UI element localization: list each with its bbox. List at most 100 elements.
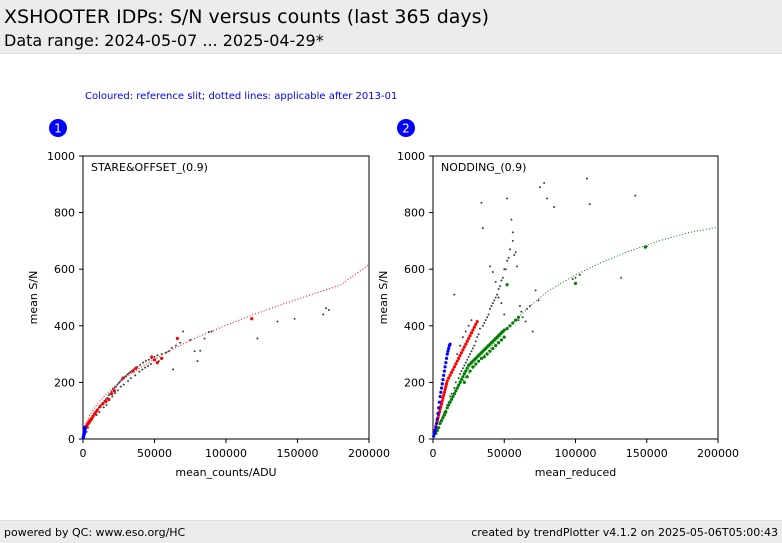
data-point-red bbox=[471, 328, 475, 332]
data-point-red bbox=[107, 397, 111, 401]
data-point-gray bbox=[585, 177, 588, 180]
data-point-gray bbox=[497, 288, 500, 291]
y-tick-label: 0 bbox=[418, 433, 425, 446]
data-point-gray bbox=[491, 302, 494, 305]
data-point-gray bbox=[500, 302, 503, 305]
data-point-gray bbox=[122, 383, 125, 386]
data-point-gray bbox=[494, 280, 497, 283]
data-point-gray bbox=[144, 359, 147, 362]
data-point-green bbox=[455, 386, 459, 390]
data-point-green bbox=[508, 324, 512, 328]
data-point-gray bbox=[453, 293, 456, 296]
data-point-green bbox=[494, 344, 498, 348]
data-point-green bbox=[452, 392, 456, 396]
data-point-green bbox=[485, 352, 489, 356]
data-point-gray bbox=[210, 330, 213, 333]
data-point-gray bbox=[471, 347, 474, 350]
chart-panel-1: 1 0 50000 100000 150000 200000 0 200 400 600 800 10… bbox=[27, 119, 390, 479]
data-point-blue bbox=[445, 352, 449, 356]
data-point-gray bbox=[498, 285, 501, 288]
data-point-gray bbox=[147, 358, 150, 361]
data-point-gray bbox=[467, 355, 470, 358]
data-point-red bbox=[459, 351, 464, 355]
data-point-green bbox=[491, 346, 495, 351]
data-point-gray bbox=[111, 395, 114, 398]
data-point-red bbox=[98, 404, 102, 409]
data-point-blue bbox=[438, 394, 442, 399]
data-point-blue bbox=[432, 431, 437, 435]
data-point-gray bbox=[459, 372, 462, 375]
data-point-gray bbox=[98, 411, 101, 414]
data-point-green bbox=[474, 362, 478, 366]
data-point-green bbox=[479, 356, 484, 360]
y-tick-label: 1000 bbox=[397, 150, 425, 163]
data-point-blue bbox=[437, 400, 442, 404]
data-point-blue bbox=[443, 365, 447, 369]
data-point-gray bbox=[500, 279, 503, 282]
data-point-gray bbox=[454, 381, 457, 384]
data-point-green bbox=[444, 410, 448, 414]
data-point-gray bbox=[464, 330, 467, 333]
fit-curve bbox=[82, 264, 370, 440]
data-point-red bbox=[448, 373, 452, 377]
data-point-red bbox=[452, 365, 456, 369]
data-point-red bbox=[449, 370, 454, 375]
x-tick-label: 100000 bbox=[205, 447, 247, 460]
data-point-gray bbox=[526, 307, 529, 310]
data-point-gray bbox=[172, 368, 175, 371]
data-point-red bbox=[443, 387, 447, 392]
data-point-gray bbox=[293, 317, 296, 320]
data-point-gray bbox=[461, 367, 464, 370]
data-point-gray bbox=[129, 371, 132, 374]
data-point-green bbox=[482, 355, 486, 359]
data-point-blue bbox=[432, 434, 436, 438]
data-point-green bbox=[445, 406, 449, 410]
data-point-green bbox=[458, 380, 462, 384]
data-point-red bbox=[131, 369, 135, 373]
y-tick-label: 200 bbox=[54, 376, 75, 389]
x-tick-label: 50000 bbox=[137, 447, 172, 460]
data-point-gray bbox=[134, 374, 137, 377]
data-point-gray bbox=[496, 293, 499, 296]
y-tick-label: 800 bbox=[404, 207, 425, 220]
y-tick-label: 400 bbox=[54, 320, 75, 333]
data-point-green bbox=[457, 383, 461, 387]
data-point-green bbox=[447, 403, 451, 407]
data-point-gray bbox=[127, 372, 130, 375]
data-point-green bbox=[448, 400, 452, 404]
data-point-gray bbox=[114, 392, 117, 395]
y-tick-label: 600 bbox=[54, 263, 75, 276]
y-axis-label: mean S/N bbox=[377, 271, 390, 325]
data-point-gray bbox=[476, 336, 479, 339]
data-point-gray bbox=[276, 320, 279, 323]
data-point-gray bbox=[119, 380, 122, 383]
data-point-blue bbox=[437, 406, 441, 410]
data-point-gray bbox=[466, 358, 469, 361]
data-point-gray bbox=[469, 353, 472, 356]
data-point-gray bbox=[546, 197, 548, 200]
data-point-gray bbox=[179, 341, 182, 344]
panel-title: NODDING_(0.9) bbox=[441, 161, 526, 174]
data-point-gray bbox=[480, 201, 483, 204]
data-point-gray bbox=[504, 268, 507, 271]
data-point-blue bbox=[448, 342, 452, 346]
data-point-green bbox=[442, 413, 446, 417]
data-point-red bbox=[462, 345, 466, 349]
data-point-gray bbox=[479, 327, 482, 330]
data-point-blue bbox=[83, 429, 87, 433]
data-point-gray bbox=[520, 310, 523, 313]
y-tick-label: 400 bbox=[404, 320, 425, 333]
data-point-green bbox=[505, 283, 509, 287]
data-point-red bbox=[464, 342, 468, 346]
data-point-green bbox=[451, 394, 455, 399]
data-point-green bbox=[438, 421, 442, 426]
data-point-gray bbox=[457, 377, 460, 380]
data-point-gray bbox=[456, 353, 459, 356]
data-point-blue bbox=[441, 377, 445, 382]
data-point-gray bbox=[503, 268, 506, 271]
data-point-green bbox=[502, 335, 506, 339]
data-point-red bbox=[475, 319, 479, 324]
data-point-gray bbox=[506, 197, 509, 200]
data-point-blue bbox=[440, 382, 444, 386]
